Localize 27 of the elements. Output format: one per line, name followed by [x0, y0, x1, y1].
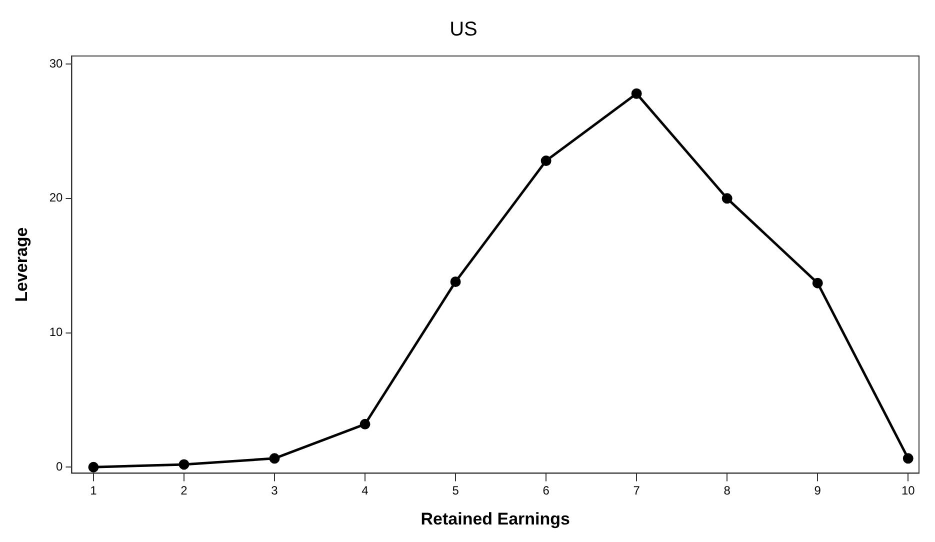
point [178, 459, 190, 470]
y-tick-label: 0 [56, 459, 64, 474]
x-tick-label: 7 [633, 484, 640, 498]
y-tick-label: 30 [49, 56, 64, 70]
point [88, 462, 99, 472]
point [450, 276, 461, 287]
chart-title: US [450, 18, 478, 41]
x-tick-label: 3 [271, 484, 278, 498]
x-tick-label: 9 [814, 484, 822, 498]
x-tick-label: 6 [542, 484, 550, 498]
y-axis-title: Leverage [12, 227, 31, 302]
y-tick-label: 10 [49, 325, 64, 340]
point [722, 193, 732, 204]
x-tick-label: 8 [724, 484, 731, 498]
point [812, 278, 823, 288]
x-tick-label: 2 [180, 484, 188, 498]
x-tick-label: 1 [90, 484, 98, 498]
point [902, 453, 914, 464]
point [540, 156, 552, 166]
point [631, 88, 642, 99]
point [269, 453, 280, 464]
x-tick-label: 4 [362, 484, 369, 498]
x-tick-label: 5 [452, 484, 460, 498]
y-tick-label: 20 [49, 190, 64, 205]
x-axis-title: Retained Earnings [420, 509, 570, 528]
point [360, 418, 370, 430]
x-tick-label: 10 [901, 484, 916, 498]
